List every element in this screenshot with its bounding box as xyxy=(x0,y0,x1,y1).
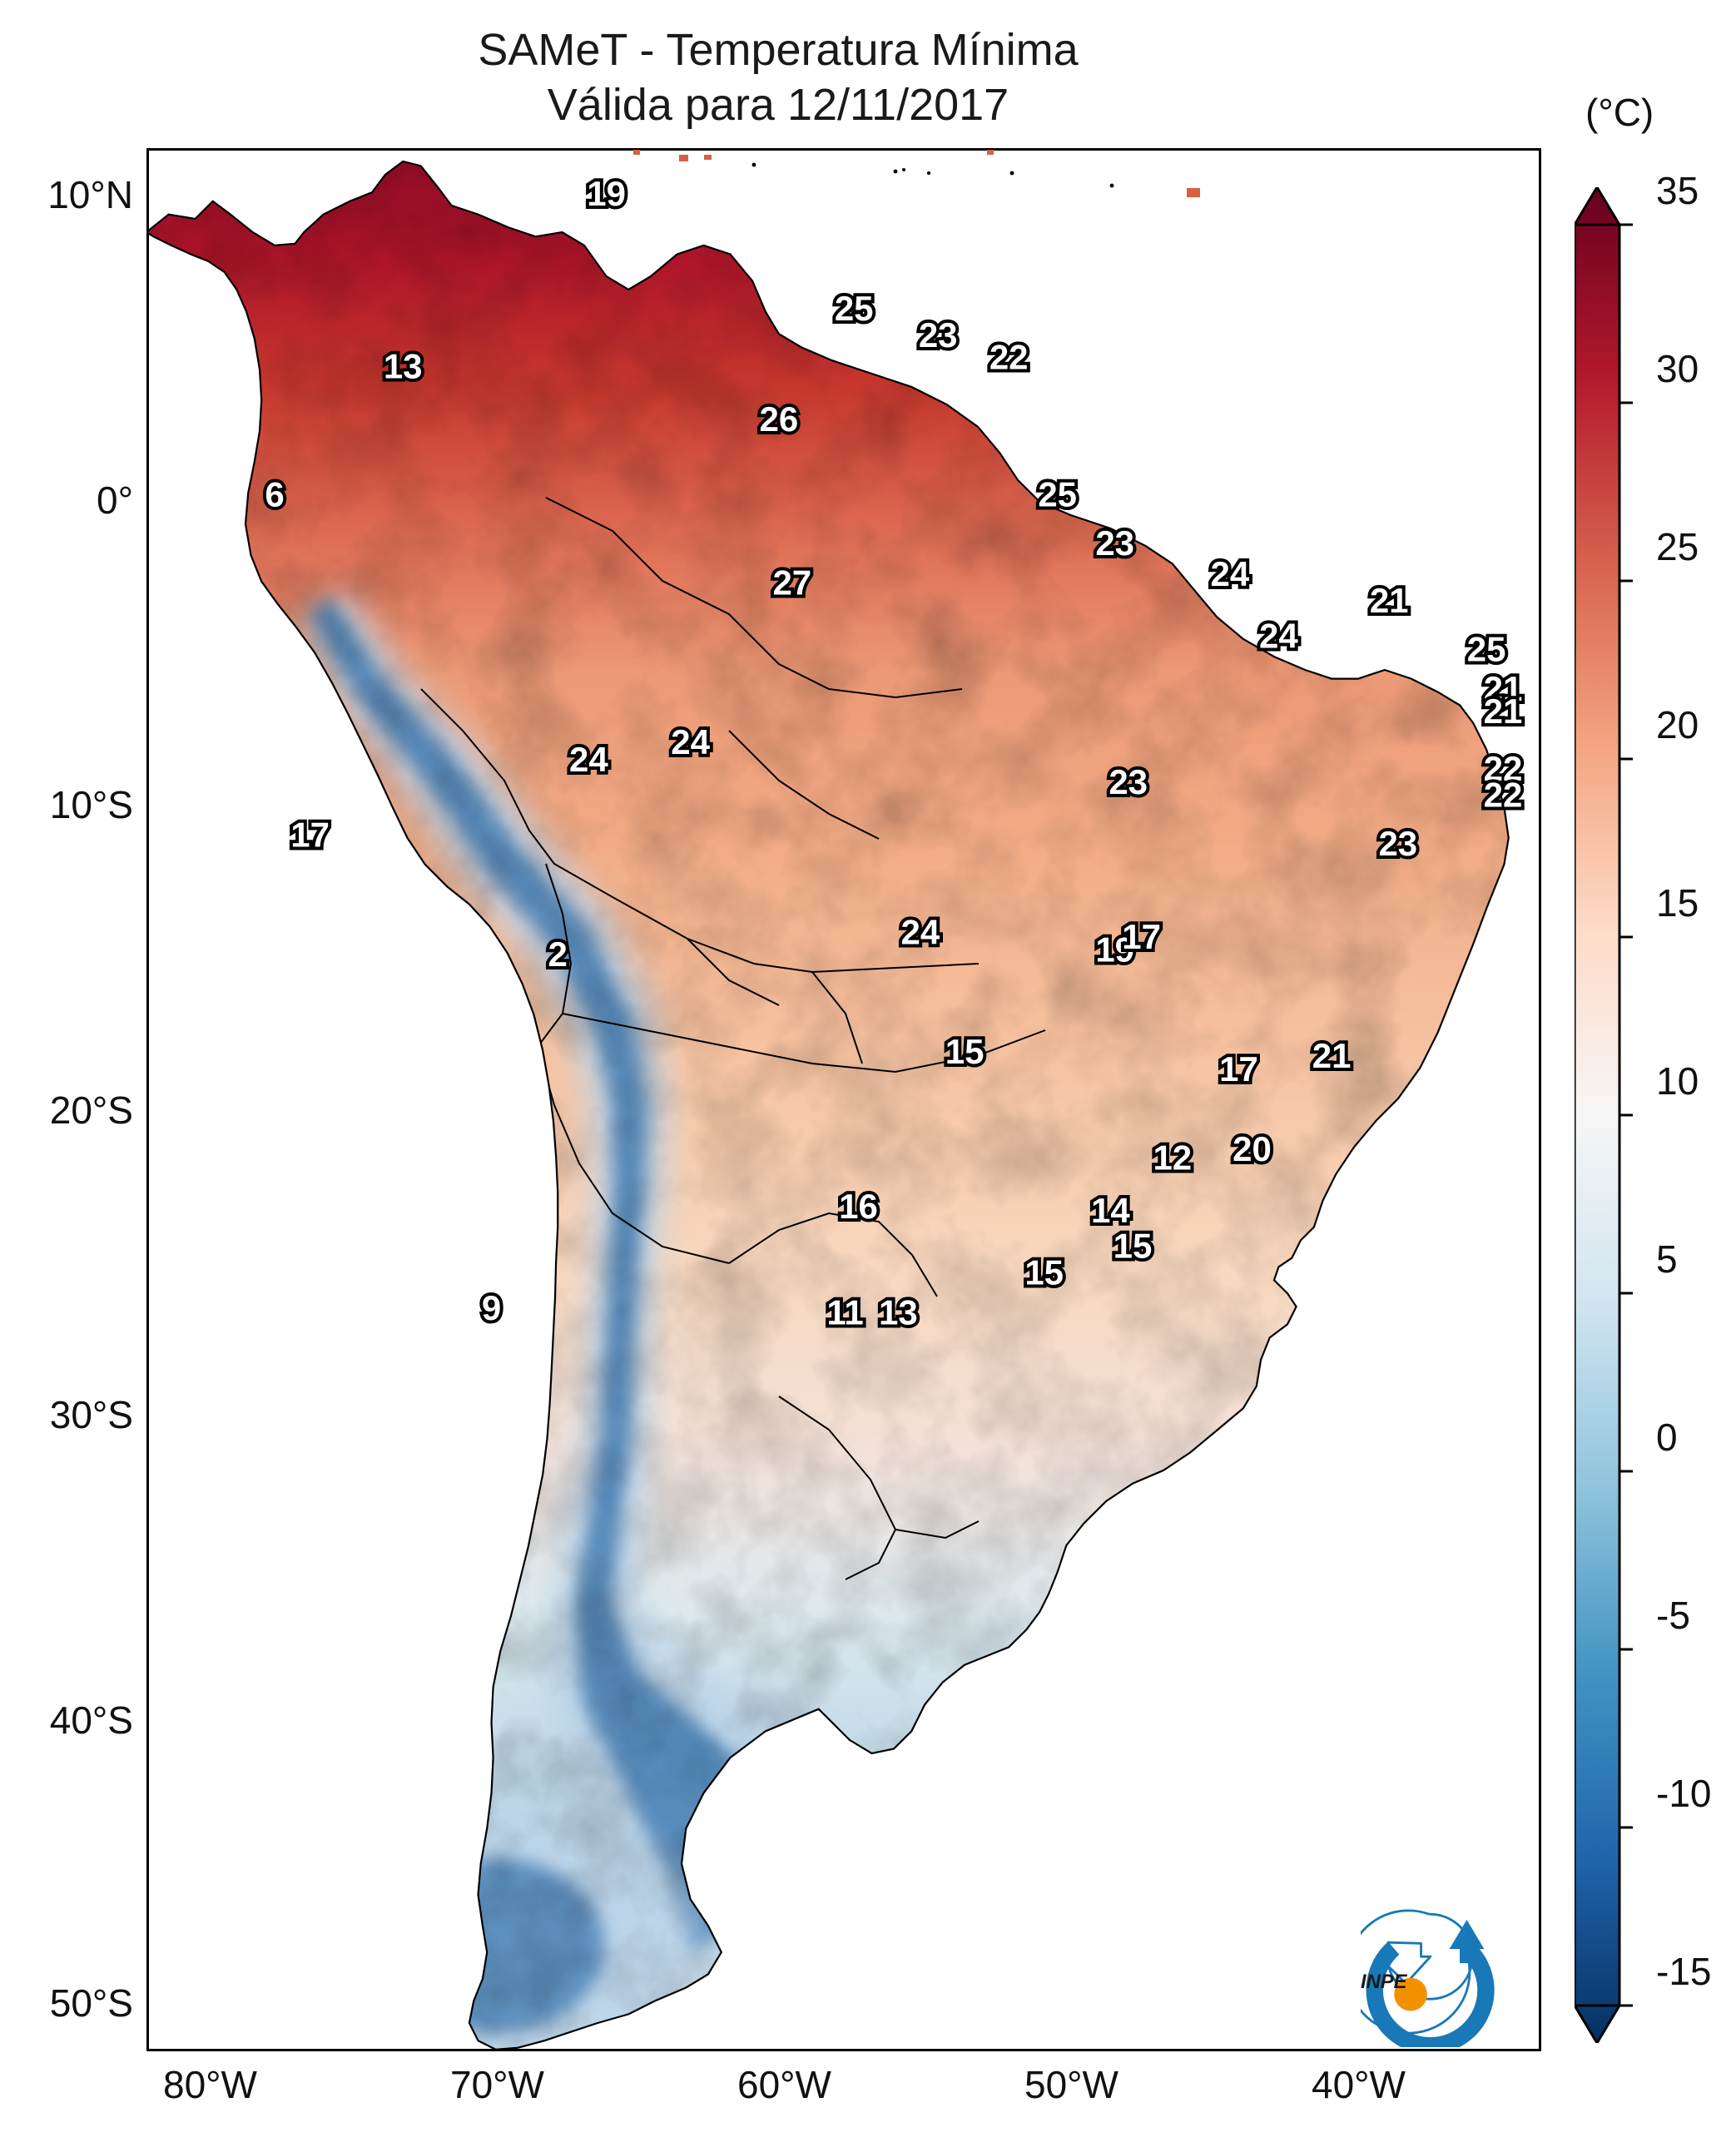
svg-text:24: 24 xyxy=(569,740,608,779)
svg-text:16: 16 xyxy=(839,1187,878,1226)
svg-text:24: 24 xyxy=(1259,616,1298,655)
svg-text:13: 13 xyxy=(879,1292,918,1331)
svg-text:21: 21 xyxy=(1312,1036,1352,1075)
svg-text:27: 27 xyxy=(772,563,811,602)
svg-text:17: 17 xyxy=(1122,917,1161,956)
svg-text:23: 23 xyxy=(1378,824,1417,863)
svg-text:15: 15 xyxy=(945,1032,985,1071)
svg-text:6: 6 xyxy=(265,474,284,513)
svg-text:23: 23 xyxy=(1109,762,1148,801)
svg-text:25: 25 xyxy=(835,289,874,328)
svg-text:22: 22 xyxy=(1484,776,1523,815)
svg-text:14: 14 xyxy=(1091,1191,1130,1230)
svg-text:15: 15 xyxy=(1114,1227,1153,1266)
svg-text:17: 17 xyxy=(290,816,330,855)
svg-text:INPE: INPE xyxy=(1361,1971,1408,1993)
svg-text:2: 2 xyxy=(548,935,568,974)
svg-text:15: 15 xyxy=(1024,1253,1064,1292)
svg-text:21: 21 xyxy=(1370,581,1409,620)
svg-text:9: 9 xyxy=(482,1288,501,1327)
svg-text:24: 24 xyxy=(901,913,940,952)
svg-text:25: 25 xyxy=(1467,629,1506,668)
svg-text:24: 24 xyxy=(671,722,710,761)
svg-text:26: 26 xyxy=(760,399,799,439)
svg-text:22: 22 xyxy=(990,338,1029,377)
svg-text:17: 17 xyxy=(1219,1049,1258,1088)
svg-text:25: 25 xyxy=(1038,474,1077,513)
svg-text:24: 24 xyxy=(1211,554,1250,593)
svg-text:12: 12 xyxy=(1153,1138,1192,1178)
svg-text:23: 23 xyxy=(1095,523,1134,563)
svg-text:19: 19 xyxy=(587,174,626,213)
svg-text:11: 11 xyxy=(826,1292,863,1331)
svg-text:23: 23 xyxy=(919,315,958,355)
svg-text:20: 20 xyxy=(1233,1129,1272,1168)
svg-text:13: 13 xyxy=(384,346,423,385)
svg-text:21: 21 xyxy=(1484,692,1523,731)
